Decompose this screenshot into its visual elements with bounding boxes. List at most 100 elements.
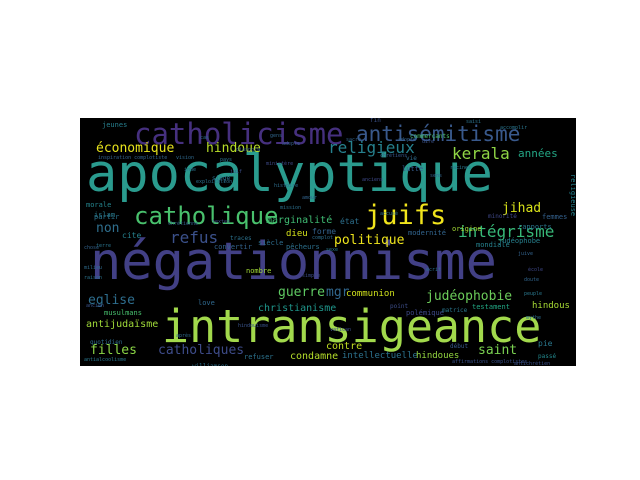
- word-nombre: nombre: [246, 267, 272, 275]
- word-passe: passé: [538, 353, 557, 360]
- word-amour: amour: [302, 195, 318, 201]
- word-mondiale: mondiale: [476, 241, 510, 249]
- word-cas: cas: [200, 135, 210, 141]
- word-annees: années: [518, 147, 558, 160]
- word-adopte: adopté: [398, 137, 417, 143]
- word-inde: inde: [184, 167, 197, 173]
- word-filles: filles: [90, 343, 137, 358]
- word-quotidien: quotidien: [90, 339, 123, 346]
- word-vision: vision: [176, 155, 195, 161]
- word-terre: terre: [96, 243, 112, 249]
- word-dire: dire: [422, 139, 435, 145]
- word-vatican: vatican: [330, 327, 352, 333]
- word-pecheurs: pêcheurs: [286, 243, 320, 251]
- word-saisi: saisi: [466, 119, 482, 125]
- word-mission: mission: [280, 205, 302, 211]
- word-diaspora: diaspora: [236, 147, 261, 153]
- word-vie: vie: [406, 155, 417, 162]
- word-anciens: anciens: [362, 177, 384, 183]
- word-juive: juive: [518, 251, 534, 257]
- word-religieuse: religieuse: [569, 174, 576, 217]
- word-hindouisme: hindouisme: [238, 323, 269, 329]
- word-juif: juif: [230, 169, 243, 175]
- word-antijudaisme: antijudaïsme: [86, 319, 159, 330]
- word-adepte: adepte: [282, 141, 301, 147]
- word-refuser: refuser: [244, 353, 274, 361]
- word-integrisme: intégrisme: [458, 222, 555, 241]
- word-debut: début: [450, 343, 469, 350]
- word-saint: saint: [478, 343, 518, 358]
- word-religieux: religieux: [328, 138, 415, 157]
- word-eglise: eglise: [88, 293, 135, 308]
- word-accuse: accusé: [380, 211, 399, 217]
- word-modernite: modernité: [408, 229, 446, 237]
- word-antialcoolisme: antialcoolisme: [84, 357, 127, 363]
- word-sacre: sacré: [346, 137, 362, 143]
- word-cite: cite: [122, 231, 142, 240]
- word-guerre: guerre: [278, 285, 325, 300]
- word-judeophobie: judéophobie: [426, 289, 513, 304]
- word-testament: testament: [472, 303, 510, 311]
- word-exploitation: exploitation: [196, 179, 233, 185]
- word-pays: pays: [220, 157, 233, 163]
- word-intellectuelle: intellectuelle: [342, 351, 418, 361]
- word-raison: raison: [84, 275, 103, 281]
- word-ancien: ancien: [86, 303, 105, 309]
- word-ecrit: écrit: [426, 267, 442, 273]
- word-hindous: hindous: [532, 301, 570, 311]
- word-morale: morale: [86, 201, 112, 209]
- word-refus: refus: [170, 228, 219, 247]
- word-chretiens: chrétiens: [380, 153, 408, 159]
- word-accomplir: accomplir: [500, 125, 528, 131]
- word-forme: forme: [312, 227, 337, 236]
- word-antisemitisme: antisémitisme: [356, 122, 521, 146]
- word-intransigeance: intransigeance: [162, 300, 542, 353]
- word-marginalite: marginalité: [266, 215, 333, 226]
- word-christianisme: christianisme: [258, 303, 337, 314]
- word-contre: contre: [326, 341, 363, 352]
- word-communion: communion: [346, 289, 395, 299]
- word-complot: complot: [312, 235, 334, 241]
- word-sexe: sexe: [326, 247, 339, 253]
- word-minorite: minorité: [488, 213, 517, 220]
- word-mgr: mgr: [326, 285, 350, 300]
- word-politique: politique: [334, 233, 405, 248]
- word-chose: chose: [84, 245, 100, 251]
- word-point: point: [390, 303, 409, 310]
- word-gens: gens: [270, 133, 283, 139]
- word-lutte: lutte: [402, 165, 424, 173]
- word-affirmations: affirmations complotistes: [452, 359, 528, 365]
- word-femmes: femmes: [542, 213, 568, 221]
- word-antichretien: antichrétien: [514, 361, 551, 367]
- word-economique: économique: [96, 141, 175, 156]
- word-jeunes: jeunes: [102, 121, 128, 129]
- word-commercants: commerçants: [410, 133, 450, 140]
- word-ecole: école: [528, 267, 544, 273]
- word-polemique: polémique: [406, 309, 444, 317]
- word-textes: textes: [212, 219, 231, 225]
- word-catholiques: catholiques: [158, 343, 245, 358]
- word-kerala: kerala: [452, 144, 510, 163]
- word-convertir: convertir: [214, 243, 252, 251]
- word-fin: fin: [370, 118, 381, 124]
- word-jihad: jihad: [502, 201, 542, 216]
- word-milieu: milieu: [84, 265, 103, 271]
- word-apocalyptique: apocalyptique: [86, 144, 493, 204]
- word-etat: état: [340, 217, 360, 226]
- word-matrice: matrice: [442, 307, 468, 314]
- word-partir: partir: [94, 213, 120, 221]
- word-peuple: peuple: [524, 291, 543, 297]
- word-catholique: catholique: [134, 202, 279, 230]
- word-traces: traces: [230, 235, 252, 242]
- word-pie: pie: [538, 339, 553, 348]
- word-negationnisme: négationnisme: [90, 232, 497, 292]
- word-origine: origine: [452, 225, 482, 233]
- word-hindoues: hindoues: [416, 351, 460, 361]
- word-mythe: mythe: [526, 315, 542, 321]
- word-cloud: apocalyptique négationnisme intransigean…: [80, 118, 576, 366]
- word-chretienne: chrétienne: [168, 221, 199, 227]
- word-judeophobe: judéophobe: [498, 237, 541, 245]
- word-juifs: juifs: [365, 200, 447, 231]
- word-love: love: [198, 299, 215, 307]
- word-musulmans: musulmans: [104, 309, 142, 317]
